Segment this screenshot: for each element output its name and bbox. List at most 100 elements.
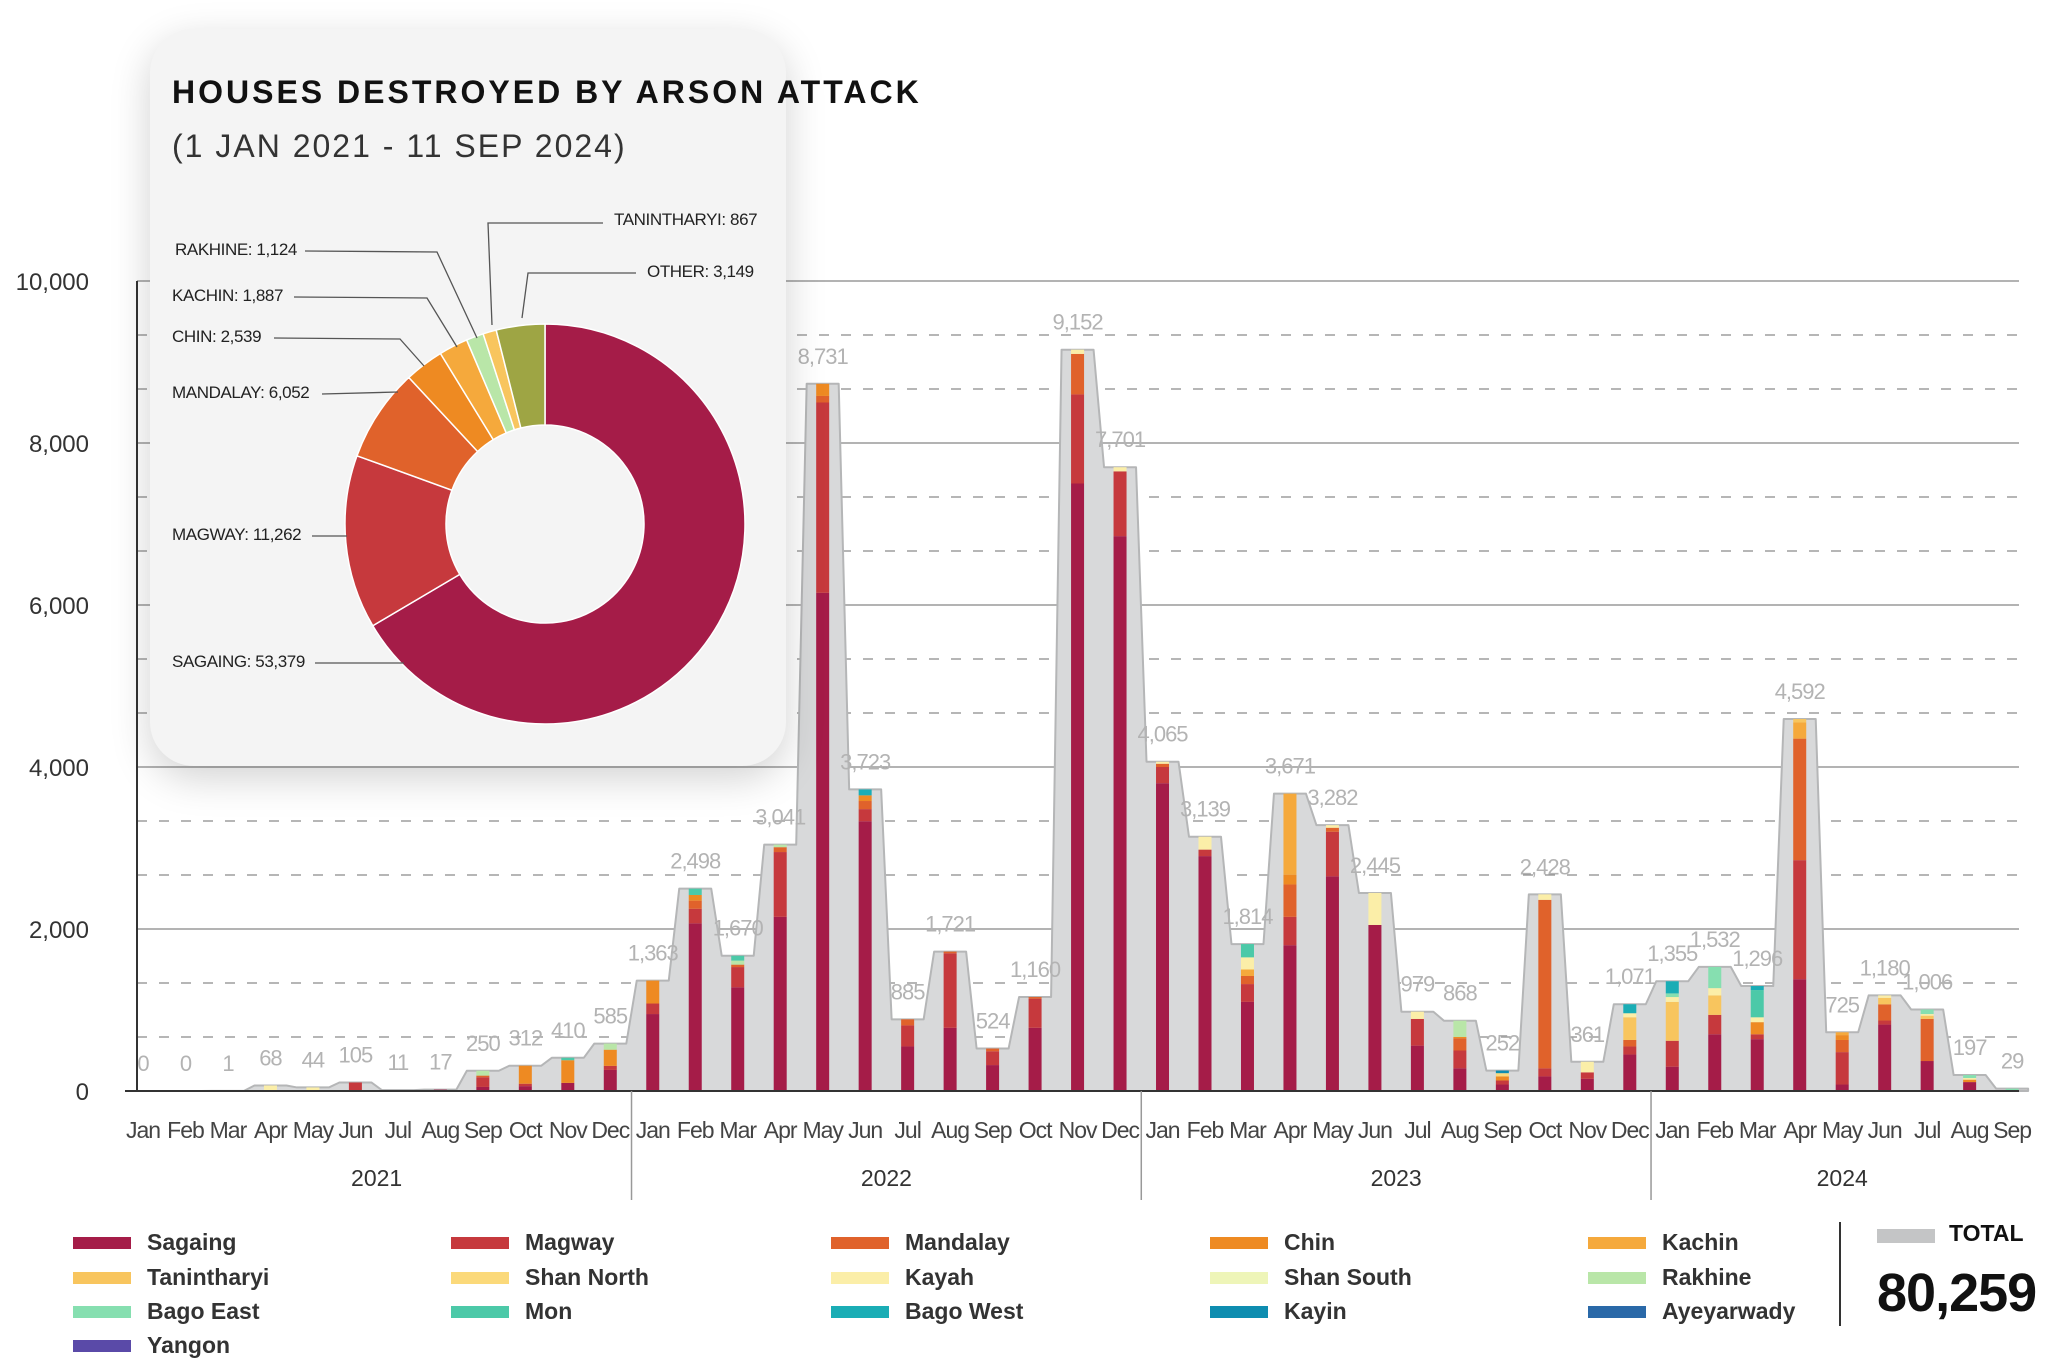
bar-segment-magway xyxy=(816,402,830,593)
legend-swatch xyxy=(451,1271,509,1284)
value-label: 44 xyxy=(302,1047,325,1072)
x-tick-label: Jan xyxy=(126,1117,160,1143)
value-label: 0 xyxy=(137,1051,149,1076)
bar-segment-chin xyxy=(603,1049,617,1066)
bar-segment-chin xyxy=(518,1065,532,1084)
bar-segment-magway xyxy=(1580,1072,1594,1079)
bar-segment-magway xyxy=(1665,1040,1679,1067)
x-tick-label: Dec xyxy=(1101,1117,1139,1143)
legend-label: Kayah xyxy=(905,1264,975,1290)
bar-segment-bago-east xyxy=(2005,1088,2019,1091)
bar-segment-kayah xyxy=(1750,1017,1764,1023)
bar-segment-mandalay xyxy=(1835,1039,1849,1053)
bar-segment-mandalay xyxy=(816,395,830,403)
legend-label: Bago East xyxy=(147,1298,260,1324)
value-label: 0 xyxy=(180,1051,192,1076)
bar-segment-chin xyxy=(561,1060,575,1083)
x-tick-label: Dec xyxy=(591,1117,629,1143)
value-label: 11 xyxy=(387,1050,409,1075)
value-label: 4,065 xyxy=(1137,722,1188,747)
value-label: 1,071 xyxy=(1605,964,1656,989)
value-label: 17 xyxy=(429,1050,452,1075)
legend-label: Tanintharyi xyxy=(147,1264,270,1290)
bar-segment-magway xyxy=(1113,471,1127,537)
bar-segment-magway xyxy=(1495,1080,1509,1085)
bar-segment-tanintharyi xyxy=(1623,1017,1637,1040)
x-tick-label: Sep xyxy=(1483,1117,1521,1143)
legend-label: Yangon xyxy=(147,1332,231,1358)
bar-segment-sagaing xyxy=(1750,1039,1764,1091)
x-tick-label: Aug xyxy=(931,1117,969,1143)
donut-label-rakhine: RAKHINE: 1,124 xyxy=(175,240,297,259)
x-tick-label: Aug xyxy=(1441,1117,1479,1143)
y-tick-label: 10,000 xyxy=(16,269,89,296)
bar-segment-sagaing xyxy=(1835,1084,1849,1091)
x-tick-label: Dec xyxy=(1611,1117,1649,1143)
bar-segment-tanintharyi xyxy=(1878,997,1892,1005)
bar-segment-mon xyxy=(688,888,702,895)
bar-segment-mandalay xyxy=(1878,1004,1892,1021)
value-label: 1,721 xyxy=(925,912,976,937)
bar-segment-bago-west xyxy=(1665,981,1679,994)
bar-segment-magway xyxy=(603,1065,617,1070)
x-tick-label: Oct xyxy=(1528,1117,1562,1143)
bar-segment-kachin xyxy=(1835,1032,1849,1036)
bar-segment-magway xyxy=(348,1082,362,1091)
bar-segment-chin xyxy=(816,383,830,396)
bar-segment-bago-east xyxy=(1708,966,1722,989)
x-tick-label: Sep xyxy=(974,1117,1012,1143)
bar-segment-magway xyxy=(1240,984,1254,1002)
bar-segment-bago-east xyxy=(1920,1009,1934,1015)
bar-segment-bago-west xyxy=(1623,1004,1637,1014)
leader-line xyxy=(521,272,636,319)
bar-segment-sagaing xyxy=(731,987,745,1091)
y-tick-label: 6,000 xyxy=(29,593,89,620)
x-tick-label: Jun xyxy=(848,1117,882,1143)
x-tick-label: Feb xyxy=(1187,1117,1224,1143)
value-label: 250 xyxy=(466,1031,500,1056)
legend-item: Kayin xyxy=(1210,1298,1347,1325)
bar-segment-mandalay xyxy=(1283,884,1297,917)
x-tick-label: Feb xyxy=(1696,1117,1733,1143)
bar-segment-magway xyxy=(1283,916,1297,946)
bar-segment-sagaing xyxy=(1538,1076,1552,1091)
y-tick-label: 4,000 xyxy=(29,755,89,782)
legend-item: Shan North xyxy=(451,1264,649,1291)
x-tick-label: Jun xyxy=(1358,1117,1392,1143)
bar-segment-mandalay xyxy=(858,801,872,810)
bar-segment-magway xyxy=(1198,849,1212,857)
value-label: 979 xyxy=(1401,972,1435,997)
bar-segment-chin xyxy=(688,894,702,901)
value-label: 524 xyxy=(976,1009,1010,1034)
value-label: 4,592 xyxy=(1775,679,1826,704)
bar-segment-chin xyxy=(1495,1076,1509,1081)
year-label: 2024 xyxy=(1817,1165,1868,1191)
legend-label: Shan South xyxy=(1284,1264,1412,1290)
bar-segment-sagaing xyxy=(518,1086,532,1091)
donut-label-magway: MAGWAY: 11,262 xyxy=(172,525,302,544)
bar-segment-sagaing xyxy=(1878,1024,1892,1091)
bar-segment-bago-west xyxy=(1750,986,1764,991)
x-tick-label: Nov xyxy=(1568,1117,1607,1143)
value-label: 3,282 xyxy=(1307,785,1358,810)
bar-segment-mandalay xyxy=(1453,1038,1467,1051)
legend-label: Kachin xyxy=(1662,1229,1739,1255)
bar-segment-kayah xyxy=(1368,892,1382,925)
bar-segment-sagaing xyxy=(773,916,787,1091)
value-label: 3,671 xyxy=(1265,754,1316,779)
bar-segment-mandalay xyxy=(1920,1018,1934,1062)
total-swatch xyxy=(1877,1229,1935,1243)
legend-item: Kayah xyxy=(831,1264,974,1291)
value-label: 68 xyxy=(259,1045,282,1070)
value-label: 3,139 xyxy=(1180,797,1231,822)
legend-swatch xyxy=(1588,1305,1646,1318)
bar-segment-magway xyxy=(646,1003,660,1015)
legend-label: Chin xyxy=(1284,1229,1336,1255)
value-label: 1 xyxy=(222,1051,234,1076)
bar-segment-magway xyxy=(1878,1020,1892,1025)
bar-segment-mandalay xyxy=(688,900,702,909)
value-label: 1,532 xyxy=(1690,927,1741,952)
bar-segment-rakhine xyxy=(731,960,745,965)
bar-segment-magway xyxy=(858,809,872,822)
legend-swatch xyxy=(1210,1305,1268,1318)
